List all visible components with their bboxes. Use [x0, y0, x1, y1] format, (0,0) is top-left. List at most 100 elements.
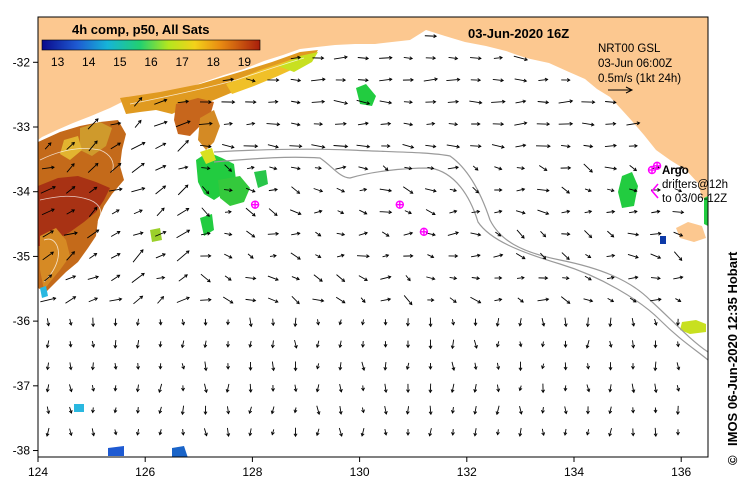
current-vector-head	[71, 141, 75, 146]
current-legend: NRT00 GSL 03-Jun 06:00Z 0.5m/s (1kt 24h)	[598, 43, 681, 94]
x-tick-label: 136	[671, 465, 691, 479]
current-vector-head	[252, 212, 256, 217]
current-vector-head	[321, 144, 326, 149]
current-vector	[272, 340, 274, 348]
current-vector-head	[544, 77, 549, 82]
current-vector-head	[432, 232, 436, 237]
current-vector-head	[296, 231, 301, 236]
current-vector-head	[521, 166, 526, 171]
current-vector-head	[72, 296, 77, 300]
current-vector	[446, 79, 460, 81]
current-vector	[339, 383, 342, 393]
current-vector	[672, 211, 684, 213]
current-vector-head	[162, 142, 167, 147]
sst-layer	[38, 50, 708, 457]
current-vector	[429, 405, 432, 415]
current-vector-head	[430, 166, 435, 171]
current-vector	[224, 164, 232, 172]
current-vector	[609, 384, 612, 392]
current-vector	[47, 362, 49, 370]
current-vector	[269, 166, 277, 170]
current-vector-head	[636, 121, 641, 126]
land-area	[38, 17, 708, 200]
current-vector-head	[566, 300, 571, 304]
current-vector-head	[361, 321, 365, 326]
current-vector	[291, 232, 300, 236]
current-vector	[316, 405, 320, 415]
current-vector	[69, 428, 72, 436]
current-vector	[650, 277, 661, 279]
current-vector	[177, 184, 189, 196]
current-vector-head	[387, 275, 392, 280]
current-vector	[496, 362, 500, 370]
current-vector	[317, 319, 319, 325]
current-vector	[246, 122, 255, 126]
current-vector	[672, 166, 684, 170]
current-vector	[607, 230, 614, 238]
current-vector-head	[271, 388, 275, 392]
current-vector-head	[676, 366, 681, 371]
current-vector-head	[161, 207, 165, 212]
current-vector-head	[113, 322, 118, 327]
current-vector-head	[521, 235, 525, 239]
current-vector-head	[680, 165, 684, 170]
current-vector	[627, 232, 639, 236]
current-vector	[491, 144, 505, 148]
current-vector-head	[409, 122, 414, 127]
current-vector	[200, 299, 211, 301]
current-vector-head	[383, 431, 388, 436]
current-vector	[560, 296, 571, 304]
current-vector	[40, 186, 56, 194]
current-vector	[246, 166, 255, 170]
current-vector	[87, 229, 99, 239]
current-vector-head	[339, 433, 343, 437]
current-vector-head	[431, 211, 436, 216]
current-vector	[338, 427, 343, 437]
current-vector-head	[135, 322, 140, 327]
current-vector	[402, 186, 414, 194]
current-vector-head	[541, 322, 546, 327]
current-vector-head	[90, 366, 95, 371]
current-vector-head	[635, 232, 640, 237]
current-vector	[542, 407, 544, 413]
current-vector-head	[141, 272, 145, 277]
current-vector-head	[180, 344, 185, 349]
current-vector-head	[653, 367, 658, 372]
current-vector-head	[344, 144, 349, 149]
current-vector-head	[273, 166, 278, 171]
current-vector	[513, 55, 528, 61]
current-vector-head	[46, 322, 51, 327]
current-vector	[201, 186, 210, 194]
current-vector-head	[118, 187, 123, 192]
current-vector-head	[203, 367, 208, 372]
current-vector-head	[226, 433, 231, 437]
current-vector	[541, 428, 545, 436]
current-vector-head	[679, 233, 684, 237]
current-vector-head	[207, 297, 212, 302]
sst-contours	[39, 57, 305, 283]
current-vector-head	[496, 343, 500, 348]
current-vector-head	[455, 99, 460, 104]
current-vector-head	[296, 190, 301, 194]
current-vector	[451, 383, 455, 393]
current-vector-head	[293, 323, 298, 328]
current-vector-head	[430, 254, 435, 259]
current-vector-head	[653, 322, 658, 326]
current-vector	[245, 298, 256, 302]
current-vector	[449, 210, 457, 214]
current-vector-head	[158, 365, 163, 370]
current-vector	[474, 428, 477, 436]
current-vector-head	[139, 249, 144, 253]
current-vector-head	[456, 144, 461, 149]
argo-marker-icon	[647, 165, 657, 175]
current-vector	[181, 319, 185, 325]
current-vector-head	[386, 144, 391, 148]
current-vector-head	[563, 323, 568, 328]
current-vector-head	[591, 100, 596, 105]
current-vector	[69, 406, 72, 414]
current-vector-head	[653, 409, 658, 414]
drifters-date-label: to 03/06-12Z	[662, 193, 727, 205]
current-vector	[494, 210, 502, 214]
current-vector	[471, 210, 480, 214]
credit-text: IMOS 06-Jun-2020 12:35 Hobart	[725, 251, 740, 446]
